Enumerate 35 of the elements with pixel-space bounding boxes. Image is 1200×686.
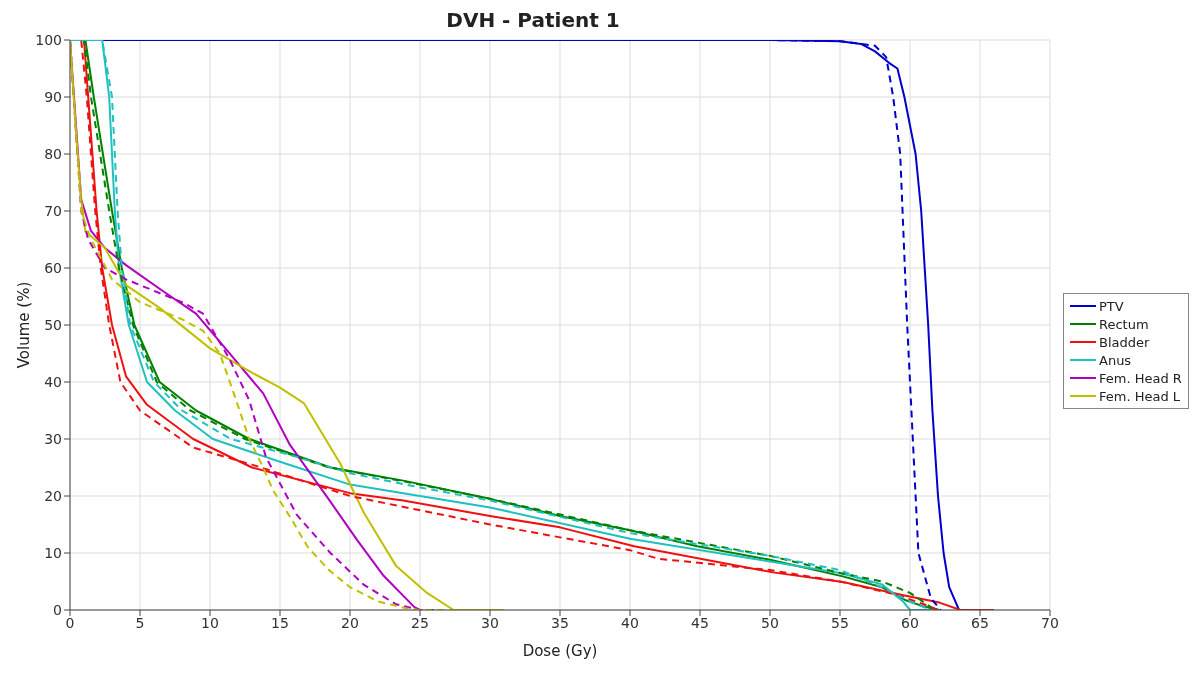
y-tick-label: 60 bbox=[44, 259, 62, 276]
x-tick-label: 0 bbox=[65, 614, 75, 631]
legend-label: Anus bbox=[1099, 352, 1132, 368]
x-tick-label: 70 bbox=[1041, 614, 1059, 631]
y-tick-label: 70 bbox=[44, 202, 62, 219]
x-tick-label: 50 bbox=[761, 614, 779, 631]
x-tick-label: 45 bbox=[691, 614, 709, 631]
x-tick-label: 25 bbox=[411, 614, 429, 631]
y-axis-title: Volume (%) bbox=[15, 281, 34, 369]
y-tick-label: 0 bbox=[53, 601, 62, 618]
y-tick-label: 90 bbox=[44, 88, 62, 105]
x-tick-label: 60 bbox=[901, 614, 919, 631]
y-tick-label: 30 bbox=[44, 430, 62, 447]
x-tick-label: 20 bbox=[341, 614, 359, 631]
y-tick-label: 10 bbox=[44, 544, 62, 561]
legend-label: Bladder bbox=[1099, 334, 1150, 350]
x-tick-label: 55 bbox=[831, 614, 849, 631]
chart-title: DVH - Patient 1 bbox=[445, 8, 621, 32]
x-tick-label: 30 bbox=[481, 614, 499, 631]
x-tick-label: 35 bbox=[551, 614, 569, 631]
y-tick-label: 50 bbox=[44, 316, 62, 333]
legend-label: Rectum bbox=[1099, 316, 1149, 332]
x-tick-label: 10 bbox=[201, 614, 219, 631]
y-tick-label: 100 bbox=[35, 31, 62, 48]
x-tick-label: 40 bbox=[621, 614, 639, 631]
legend-label: Fem. Head R bbox=[1099, 370, 1182, 386]
x-tick-label: 15 bbox=[271, 614, 289, 631]
y-tick-label: 40 bbox=[44, 373, 62, 390]
x-axis-title: Dose (Gy) bbox=[522, 642, 598, 660]
y-tick-label: 20 bbox=[44, 487, 62, 504]
legend-label: PTV bbox=[1099, 298, 1124, 314]
y-tick-label: 80 bbox=[44, 145, 62, 162]
x-tick-label: 5 bbox=[135, 614, 145, 631]
x-tick-label: 65 bbox=[971, 614, 989, 631]
legend-label: Fem. Head L bbox=[1099, 388, 1181, 404]
